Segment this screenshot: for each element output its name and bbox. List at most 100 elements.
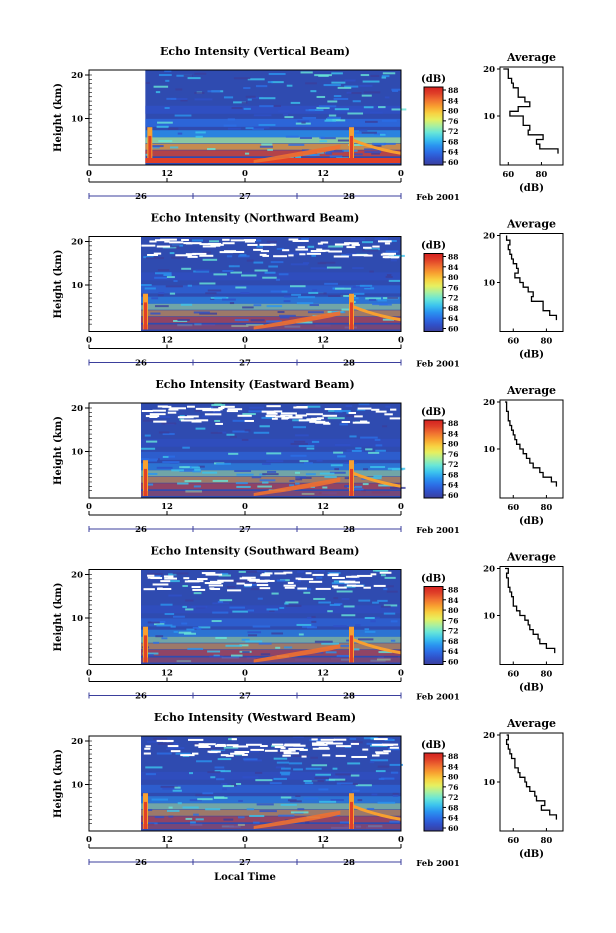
average-y-tick-label: 20	[483, 232, 495, 242]
echo-cell	[343, 605, 355, 608]
missing-cell	[346, 246, 356, 249]
echo-cell	[267, 148, 273, 151]
missing-cell	[352, 254, 369, 257]
echo-column-core	[144, 801, 147, 829]
echo-cell	[315, 773, 331, 776]
hour-tick-label: 12	[161, 336, 173, 346]
echo-cell	[239, 644, 249, 647]
missing-cell	[220, 754, 229, 757]
echo-cell	[388, 279, 401, 282]
missing-cell	[214, 744, 227, 747]
echo-cell	[367, 144, 382, 147]
echo-cell	[383, 738, 393, 741]
echo-cell	[277, 751, 286, 754]
panel-title: Echo Intensity (Northward Beam)	[151, 212, 360, 225]
hour-tick-label: 0	[398, 169, 404, 179]
echo-cell	[180, 303, 193, 306]
colorbar-unit: (dB)	[421, 241, 446, 252]
echo-cell	[144, 434, 151, 437]
missing-cell	[264, 579, 270, 582]
echo-cell	[148, 145, 164, 148]
echo-streak	[352, 638, 402, 655]
colorbar-tick-label: 60	[448, 491, 458, 500]
missing-cell	[227, 408, 243, 411]
echo-cell	[360, 131, 377, 134]
hour-tick-label: 12	[317, 669, 329, 679]
echo-cell	[141, 447, 156, 450]
echo-cell	[214, 419, 221, 422]
echo-cell	[154, 276, 168, 279]
echo-cell	[238, 570, 246, 573]
missing-cell	[311, 738, 318, 741]
echo-cell	[387, 748, 400, 751]
average-profile-line	[505, 401, 558, 487]
echo-cell	[354, 131, 362, 134]
echo-layer	[145, 143, 401, 150]
echo-cell	[264, 271, 276, 274]
hour-tick-label: 0	[242, 502, 248, 512]
echo-cell	[352, 789, 360, 792]
echo-cell	[151, 297, 159, 300]
echo-cell	[227, 118, 235, 121]
echo-cell	[336, 782, 353, 785]
echo-layer	[141, 649, 401, 656]
missing-cell	[155, 239, 166, 242]
missing-cell	[186, 415, 199, 418]
echo-cell	[201, 323, 216, 326]
missing-cell	[351, 575, 360, 578]
echo-cell	[177, 324, 193, 327]
echo-cell	[384, 576, 396, 579]
echo-cell	[364, 287, 375, 290]
echo-cell	[329, 471, 346, 474]
average-y-tick-label: 10	[483, 778, 495, 788]
echo-cell	[319, 800, 337, 803]
y-axis-label: Height (km)	[53, 583, 64, 652]
echo-cell	[352, 267, 364, 270]
average-profile-line	[505, 567, 556, 654]
missing-cell	[260, 250, 270, 253]
echo-cell	[350, 774, 360, 777]
missing-cell	[175, 254, 192, 257]
echo-cell	[147, 575, 162, 578]
echo-column-core	[350, 801, 353, 829]
missing-cell	[298, 419, 312, 422]
missing-cell	[371, 754, 380, 757]
echo-cell	[310, 267, 325, 270]
echo-cell	[289, 800, 302, 803]
echo-cell	[241, 438, 249, 441]
echo-cell	[270, 261, 284, 264]
echo-cell	[202, 258, 218, 261]
echo-cell	[182, 446, 190, 449]
echo-cell	[331, 826, 349, 829]
echo-cell	[385, 405, 391, 408]
echo-cell	[340, 658, 351, 661]
missing-cell	[341, 420, 351, 423]
day-label: 27	[239, 858, 251, 868]
echo-cell	[349, 435, 357, 438]
colorbar-tick-label: 76	[448, 283, 458, 292]
colorbar-tick-label: 64	[448, 814, 458, 823]
echo-cell	[228, 265, 240, 268]
echo-cell	[352, 741, 363, 744]
echo-cell	[266, 240, 278, 243]
echo-cell	[226, 586, 236, 589]
missing-cell	[288, 416, 303, 419]
echo-cell	[327, 417, 345, 420]
echo-cell	[251, 583, 259, 586]
echo-cell	[334, 775, 339, 778]
missing-cell	[183, 242, 192, 245]
missing-cell	[208, 242, 222, 245]
echo-cell	[306, 447, 315, 450]
missing-cell	[192, 752, 199, 755]
echo-cell	[193, 813, 199, 816]
missing-cell	[209, 580, 224, 583]
colorbar-tick-label: 88	[448, 86, 458, 95]
echo-cell	[253, 821, 260, 824]
echo-cell	[207, 148, 216, 151]
echo-cell	[146, 740, 158, 743]
echo-column-core	[350, 302, 353, 330]
echo-cell	[266, 320, 282, 323]
missing-cell	[322, 414, 338, 417]
colorbar-tick-label: 60	[448, 824, 458, 833]
